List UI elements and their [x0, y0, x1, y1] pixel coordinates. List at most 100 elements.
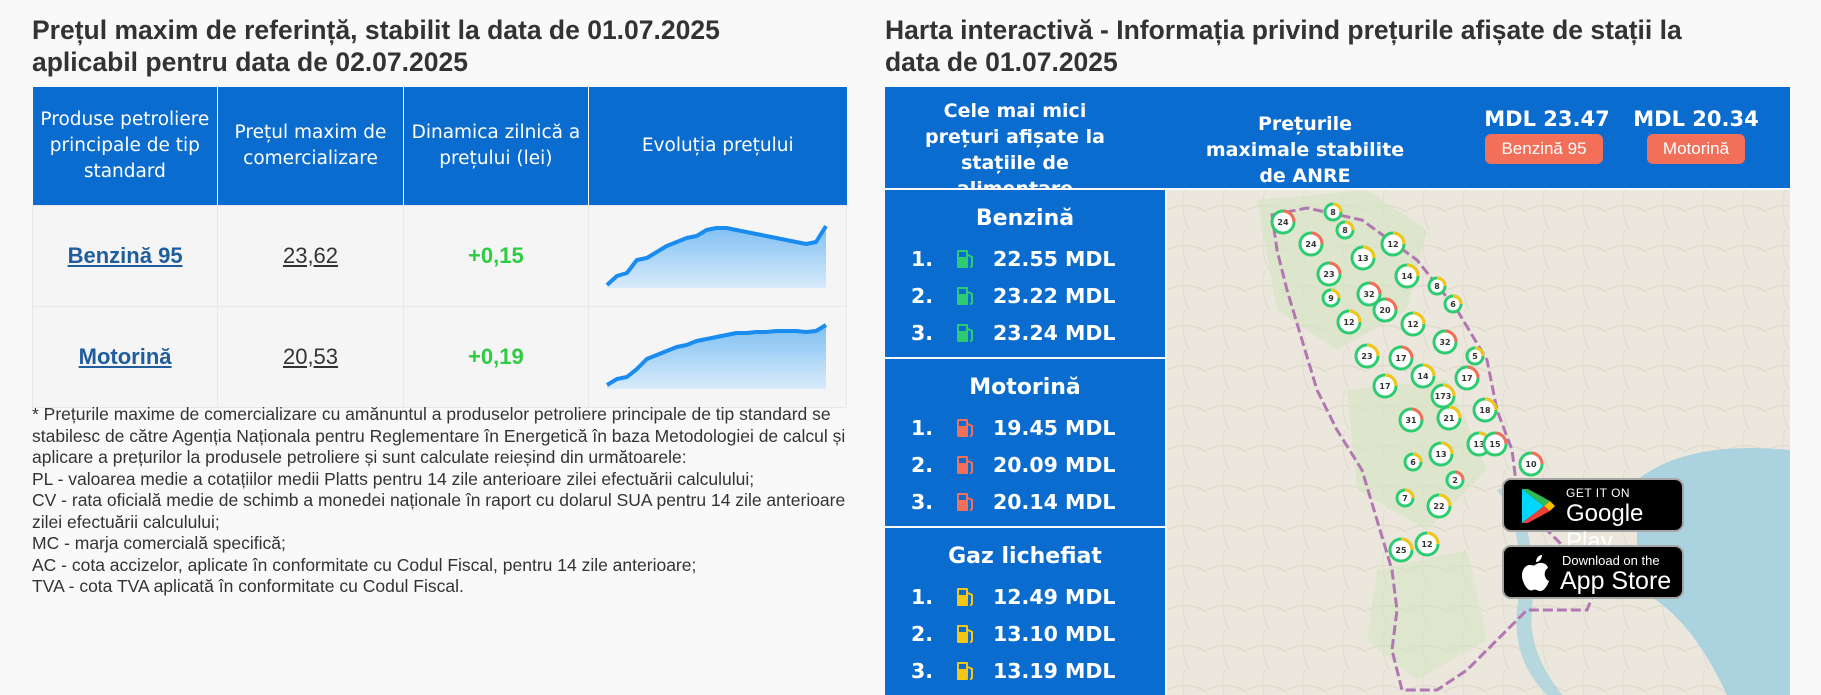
lowest-price-row[interactable]: 2. 23.22 MDL: [885, 277, 1165, 314]
app-store-button[interactable]: Download on the App Store: [1502, 545, 1684, 599]
lowest-price-row[interactable]: 1. 19.45 MDL: [885, 409, 1165, 446]
lowest-price-row[interactable]: 3. 13.19 MDL: [885, 652, 1165, 689]
station-cluster-marker[interactable]: 24: [1298, 231, 1324, 257]
station-cluster-marker[interactable]: 14: [1394, 263, 1420, 289]
rank-number: 1.: [910, 584, 933, 609]
station-cluster-marker[interactable]: 12: [1414, 531, 1440, 557]
station-cluster-marker[interactable]: 31: [1398, 407, 1424, 433]
station-cluster-marker[interactable]: 2: [1445, 470, 1465, 490]
marker-count: 12: [1343, 318, 1354, 327]
map-section-title: Harta interactivă - Informația privind p…: [885, 14, 1790, 78]
max-prices-label: Prețurile maximale stabilite de ANRE: [1205, 113, 1405, 187]
station-cluster-marker[interactable]: 32: [1432, 329, 1458, 355]
station-cluster-marker[interactable]: 8: [1323, 202, 1343, 222]
panel-title: Benzină: [975, 206, 1075, 231]
marker-count: 20: [1379, 306, 1391, 315]
lowest-price-row[interactable]: 2. 20.09 MDL: [885, 446, 1165, 483]
station-cluster-marker[interactable]: 23: [1354, 343, 1380, 369]
lowest-price-row[interactable]: 3. 20.14 MDL: [885, 483, 1165, 520]
station-cluster-marker[interactable]: 32: [1356, 281, 1382, 307]
station-cluster-marker[interactable]: 6: [1403, 452, 1423, 472]
price-table: Produse petroliere principale de tip sta…: [31, 87, 848, 408]
station-cluster-marker[interactable]: 20: [1372, 297, 1398, 323]
station-cluster-marker[interactable]: 24: [1270, 209, 1296, 235]
lowest-price-value: 23.22 MDL: [993, 283, 1116, 308]
badge-motorina: Motorină: [1647, 134, 1745, 164]
marker-count: 21: [1443, 414, 1455, 423]
trend-sparkline-motorina: [605, 322, 828, 389]
station-cluster-marker[interactable]: 12: [1380, 231, 1406, 257]
lowest-price-row[interactable]: 2. 13.10 MDL: [885, 615, 1165, 652]
rank-number: 3.: [910, 489, 933, 514]
station-cluster-marker[interactable]: 13: [1350, 245, 1376, 271]
max-price-motorina: MDL 20.34: [1633, 107, 1759, 131]
marker-count: 25: [1395, 546, 1407, 555]
delta-cell: +0,19: [402, 305, 589, 408]
marker-count: 17: [1379, 382, 1390, 391]
station-cluster-marker[interactable]: 18: [1472, 397, 1498, 423]
product-link-motorina[interactable]: Motorină: [78, 343, 172, 369]
station-cluster-marker[interactable]: 14: [1410, 363, 1436, 389]
rank-number: 2.: [910, 283, 933, 308]
marker-count: 10: [1525, 460, 1537, 469]
note-line: AC - cota accizelor, aplicate în conform…: [32, 554, 697, 575]
panel-benzina: Benzină 1. 22.55 MDL 2. 23.22 MDL 3. 23.24 MD…: [885, 190, 1165, 357]
trend-area: [606, 324, 826, 389]
product-link-benzina[interactable]: Benzină 95: [67, 242, 183, 268]
station-cluster-marker[interactable]: 9: [1321, 288, 1341, 308]
marker-count: 8: [1330, 208, 1336, 217]
table-row: Motorină 20,53 +0,19: [31, 305, 848, 408]
lowest-price-value: 13.19 MDL: [993, 658, 1116, 683]
station-cluster-marker[interactable]: 7: [1395, 488, 1415, 508]
lowest-price-row[interactable]: 1. 22.55 MDL: [885, 240, 1165, 277]
table-header-row: Produse petroliere principale de tip sta…: [32, 87, 847, 205]
price-value[interactable]: 20,53: [282, 343, 339, 369]
station-cluster-marker[interactable]: 12: [1400, 311, 1426, 337]
marker-count: 8: [1434, 282, 1440, 291]
station-cluster-marker[interactable]: 173: [1430, 383, 1456, 409]
station-cluster-marker[interactable]: 22: [1426, 493, 1452, 519]
panel-gaz-lichefiat: Gaz lichefiat 1. 12.49 MDL 2. 13.10 MDL 3. 13…: [885, 528, 1165, 695]
fuel-pump-icon: [945, 322, 985, 344]
marker-count: 24: [1305, 240, 1317, 249]
price-cell: 20,53: [217, 305, 404, 408]
station-cluster-marker[interactable]: 5: [1465, 346, 1485, 366]
station-cluster-marker[interactable]: 17: [1372, 373, 1398, 399]
station-cluster-marker[interactable]: 15: [1482, 431, 1508, 457]
station-cluster-marker[interactable]: 13: [1428, 441, 1454, 467]
station-cluster-marker[interactable]: 8: [1427, 276, 1447, 296]
station-cluster-marker[interactable]: 17: [1454, 365, 1480, 391]
station-cluster-marker[interactable]: 10: [1518, 451, 1544, 477]
rank-number: 2.: [910, 621, 933, 646]
marker-count: 23: [1361, 352, 1372, 361]
lowest-prices-label: Cele mai mici prețuri afișate la stațiil…: [925, 100, 1105, 200]
marker-count: 32: [1439, 338, 1450, 347]
station-cluster-marker[interactable]: 25: [1388, 537, 1414, 563]
badge-benzina: Benzină 95: [1485, 134, 1603, 164]
table-row: Benzină 95 23,62 +0,15: [31, 204, 848, 307]
trend-area: [606, 225, 826, 288]
delta-value: +0,19: [468, 343, 524, 369]
station-cluster-marker[interactable]: 6: [1443, 294, 1463, 314]
google-play-button[interactable]: GET IT ON Google Play: [1502, 478, 1684, 555]
station-cluster-marker[interactable]: 21: [1436, 405, 1462, 431]
marker-count: 6: [1410, 458, 1416, 467]
marker-count: 17: [1461, 374, 1472, 383]
title-line-2: aplicabil pentru data de 02.07.2025: [32, 47, 468, 77]
marker-count: 5: [1472, 352, 1478, 361]
station-cluster-marker[interactable]: 8: [1335, 220, 1355, 240]
lowest-price-row[interactable]: 3. 23.24 MDL: [885, 314, 1165, 351]
note-line: CV - rata oficială medie de schimb a mon…: [32, 490, 846, 532]
station-cluster-marker[interactable]: 23: [1316, 261, 1342, 287]
stations-map[interactable]: 24 8 8 24 13 12 23 14 9 32 8 6 20 12 12 32 5 23 17 17 14 17 17…: [1167, 190, 1790, 695]
lowest-price-value: 20.09 MDL: [993, 452, 1116, 477]
station-cluster-marker[interactable]: 17: [1388, 345, 1414, 371]
station-cluster-marker[interactable]: 12: [1336, 309, 1362, 335]
product-cell: Motorină: [31, 305, 219, 408]
lowest-price-row[interactable]: 1. 12.49 MDL: [885, 578, 1165, 615]
price-cell: 23,62: [217, 204, 404, 307]
lowest-price-value: 20.14 MDL: [993, 489, 1116, 514]
title-line-2: data de 01.07.2025: [885, 47, 1118, 77]
price-value[interactable]: 23,62: [282, 242, 339, 268]
marker-count: 23: [1323, 270, 1334, 279]
